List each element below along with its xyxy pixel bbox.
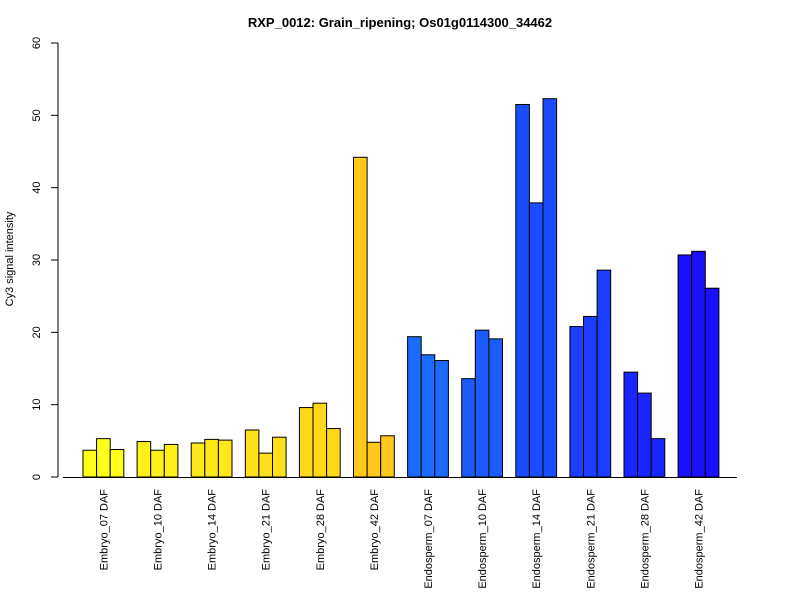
bar-group	[82, 438, 125, 478]
y-tick-label: 20	[31, 326, 43, 338]
bar-group	[569, 269, 612, 478]
y-tick-label: 60	[31, 37, 43, 49]
category-label: Embryo_28 DAF	[315, 489, 327, 571]
bar	[637, 392, 652, 478]
bar	[298, 407, 314, 478]
bar-group	[623, 371, 666, 478]
y-tick-label: 40	[31, 182, 43, 194]
bar	[353, 156, 368, 478]
category-label: Embryo_14 DAF	[207, 489, 219, 571]
bar-group	[136, 441, 179, 478]
y-tick-label: 0	[31, 474, 43, 480]
bar	[515, 103, 530, 478]
bar	[583, 315, 598, 478]
y-tick-label: 30	[31, 254, 43, 266]
bar	[272, 436, 287, 478]
bar	[244, 429, 260, 478]
bar	[542, 98, 558, 478]
category-label: Endosperm_21 DAF	[585, 489, 597, 589]
category-label: Embryo_42 DAF	[369, 489, 381, 571]
bar	[258, 452, 273, 478]
category-label: Embryo_10 DAF	[153, 489, 165, 571]
bar	[474, 329, 490, 478]
bar	[434, 360, 449, 478]
bar	[488, 338, 503, 478]
bar	[217, 439, 233, 478]
bar	[461, 378, 476, 478]
bar	[420, 354, 436, 478]
bar-group	[353, 156, 395, 478]
bar	[96, 438, 111, 478]
y-axis-label: Cy3 signal intensity	[4, 211, 16, 306]
y-axis: 0 10 20 30 40 50 60	[31, 37, 59, 480]
bar	[326, 428, 341, 478]
chart-title: RXP_0012: Grain_ripening; Os01g0114300_3…	[248, 15, 552, 30]
bar	[150, 449, 165, 478]
category-label: Embryo_21 DAF	[261, 489, 273, 571]
bar	[528, 202, 544, 478]
bar	[136, 441, 152, 478]
category-label: Endosperm_07 DAF	[423, 489, 435, 589]
y-tick-label: 10	[31, 399, 43, 411]
bar	[691, 250, 706, 478]
x-axis-labels: Embryo_07 DAF Embryo_10 DAF Embryo_14 DAF E…	[98, 489, 705, 589]
bar	[109, 449, 125, 478]
bar	[190, 442, 206, 478]
bar	[407, 336, 422, 478]
bar	[623, 371, 639, 478]
bar-group	[461, 329, 503, 478]
bar-group	[190, 438, 233, 478]
bar-group	[407, 336, 449, 478]
bar	[312, 402, 328, 478]
y-tick-label: 50	[31, 109, 43, 121]
bar-group	[298, 402, 341, 478]
category-label: Embryo_07 DAF	[98, 489, 110, 571]
bar	[596, 269, 612, 478]
bar	[163, 443, 179, 478]
bar	[366, 441, 382, 478]
bar	[677, 254, 693, 478]
bar	[380, 435, 395, 478]
bar	[704, 287, 720, 478]
bar-group	[677, 250, 720, 478]
category-label: Endosperm_28 DAF	[639, 489, 651, 589]
bar	[569, 326, 585, 478]
bar	[204, 438, 219, 478]
bars	[63, 98, 737, 478]
category-label: Endosperm_42 DAF	[694, 489, 706, 589]
bar-group	[244, 429, 287, 478]
bar	[650, 438, 666, 478]
bar-group	[515, 98, 558, 478]
category-label: Endosperm_10 DAF	[477, 489, 489, 589]
bar	[82, 449, 98, 478]
category-label: Endosperm_14 DAF	[531, 489, 543, 589]
